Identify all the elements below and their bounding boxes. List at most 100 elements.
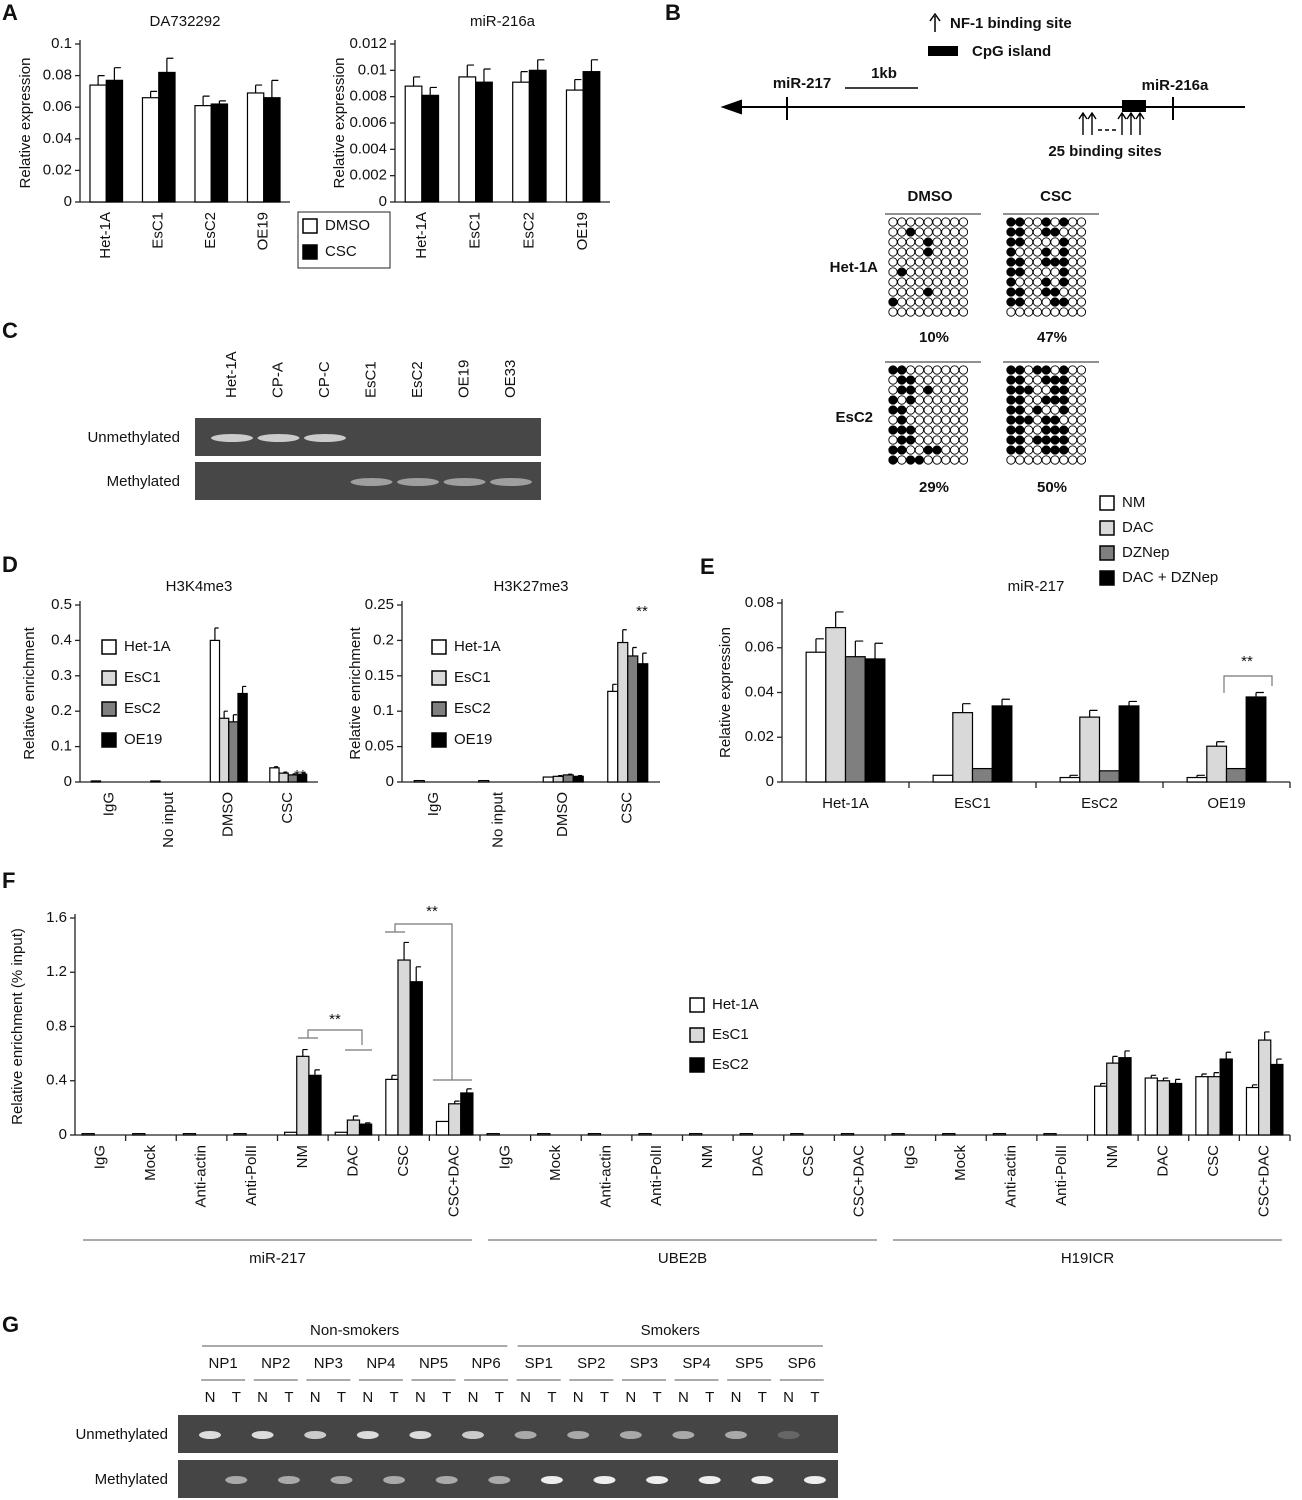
lane-label: EsC1 bbox=[362, 361, 379, 398]
y-tick-label: 0.05 bbox=[365, 738, 394, 755]
row-label: Het-1A bbox=[830, 259, 879, 276]
bar bbox=[952, 712, 974, 783]
cpg-site bbox=[1059, 395, 1069, 405]
cpg-site bbox=[897, 237, 907, 247]
cpg-site bbox=[1059, 297, 1069, 307]
lane-label: T bbox=[810, 1389, 819, 1406]
x-tick-label: No input bbox=[490, 791, 507, 848]
cpg-site bbox=[1050, 445, 1060, 455]
cpg-site bbox=[1032, 247, 1043, 257]
cpg-site bbox=[897, 405, 907, 415]
legend-swatch bbox=[302, 218, 318, 234]
group-label: H19ICR bbox=[1061, 1250, 1115, 1267]
legend-swatch bbox=[101, 670, 117, 686]
gel-band bbox=[751, 1431, 773, 1439]
legend-box bbox=[297, 211, 391, 269]
bar bbox=[1093, 1085, 1108, 1136]
cpg-site bbox=[1059, 405, 1069, 415]
annotation: ** bbox=[426, 903, 438, 920]
y-axis-label: Relative expression bbox=[717, 627, 734, 758]
gel-band bbox=[331, 1431, 353, 1439]
cpg-site bbox=[888, 257, 898, 267]
percent-label: 47% bbox=[1037, 329, 1067, 346]
gel-band bbox=[330, 1476, 353, 1484]
cpg-site bbox=[914, 435, 925, 445]
bar bbox=[1059, 776, 1081, 783]
sample-label: SP1 bbox=[525, 1355, 553, 1372]
legend-label: Het-1A bbox=[124, 638, 171, 655]
cpg-site bbox=[1059, 385, 1069, 395]
x-tick-label: IgG bbox=[425, 792, 442, 816]
cpg-site bbox=[1023, 445, 1034, 455]
cpg-site bbox=[1041, 405, 1051, 415]
bar bbox=[81, 1133, 95, 1136]
legend-label: NM bbox=[1122, 494, 1145, 511]
gel-band bbox=[725, 1476, 747, 1484]
lane-label: T bbox=[600, 1389, 609, 1406]
error-bar bbox=[218, 100, 226, 105]
cpg-site bbox=[923, 297, 933, 307]
error-bar bbox=[1124, 1050, 1130, 1058]
error-bar bbox=[1213, 1072, 1219, 1077]
gel-band bbox=[777, 1431, 800, 1439]
cpg-site bbox=[1015, 395, 1025, 405]
bar bbox=[358, 1123, 373, 1136]
bar bbox=[90, 780, 102, 783]
cpg-site bbox=[1076, 237, 1087, 247]
cpg-site bbox=[1041, 277, 1051, 287]
gel-band bbox=[488, 1431, 510, 1439]
cpg-site bbox=[1032, 217, 1043, 227]
cpg-site bbox=[1032, 375, 1043, 385]
bar bbox=[132, 1133, 146, 1136]
cpg-site bbox=[1076, 375, 1087, 385]
cpg-site bbox=[1059, 277, 1069, 287]
cpg-site bbox=[1006, 287, 1016, 297]
cpg-site bbox=[1050, 425, 1060, 435]
bar bbox=[237, 692, 248, 783]
x-tick-label: Anti-PolII bbox=[243, 1145, 260, 1206]
cpg-site bbox=[897, 267, 907, 277]
cpg-site bbox=[1041, 445, 1051, 455]
cpg-site bbox=[905, 365, 916, 375]
lane-label: CP-A bbox=[269, 362, 286, 398]
cpg-site bbox=[1006, 247, 1016, 257]
error-bar bbox=[962, 703, 971, 713]
cpg-site bbox=[897, 365, 907, 375]
x-tick-label: Anti-actin bbox=[193, 1145, 210, 1208]
cpg-site bbox=[1059, 287, 1069, 297]
cpg-site bbox=[1076, 365, 1087, 375]
bar bbox=[228, 721, 239, 783]
lane-label: Het-1A bbox=[223, 351, 240, 398]
cpg-site bbox=[905, 287, 916, 297]
cpg-site bbox=[897, 297, 907, 307]
cpg-site bbox=[949, 307, 960, 317]
x-tick-label: OE19 bbox=[574, 212, 591, 250]
y-tick-label: 0.15 bbox=[365, 667, 394, 684]
bar bbox=[458, 76, 477, 203]
panel-label: D bbox=[2, 552, 18, 577]
error-bar bbox=[223, 710, 228, 719]
cpg-site bbox=[1015, 425, 1025, 435]
cpg-site bbox=[949, 415, 960, 425]
bar bbox=[421, 94, 440, 203]
bar bbox=[617, 641, 629, 783]
error-bar bbox=[612, 683, 617, 692]
cpg-site bbox=[923, 247, 933, 257]
sample-label: NP4 bbox=[366, 1355, 395, 1372]
bar bbox=[218, 717, 230, 783]
y-tick-label: 0.08 bbox=[745, 594, 774, 611]
bar bbox=[739, 1133, 753, 1136]
cpg-site bbox=[941, 445, 951, 455]
error-bar bbox=[1196, 774, 1205, 778]
bar bbox=[233, 1133, 247, 1136]
x-tick-label: CSC bbox=[395, 1145, 412, 1177]
cpg-site bbox=[932, 247, 942, 257]
bar bbox=[296, 1055, 310, 1136]
cpg-site bbox=[1015, 405, 1025, 415]
cpg-site bbox=[888, 385, 898, 395]
cpg-site bbox=[958, 277, 969, 287]
error-bar bbox=[574, 78, 582, 91]
gel-band bbox=[357, 1476, 379, 1484]
y-tick-label: 0.012 bbox=[349, 35, 387, 52]
lane-label: N bbox=[310, 1389, 321, 1406]
